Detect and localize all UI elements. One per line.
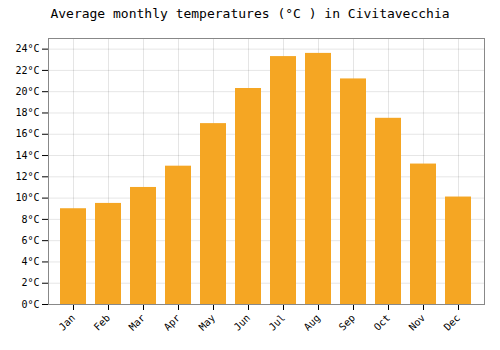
svg-text:18°C: 18°C [15,107,39,118]
svg-text:24°C: 24°C [15,43,39,54]
svg-text:8°C: 8°C [21,214,39,225]
svg-text:Mar: Mar [127,312,148,333]
svg-text:0°C: 0°C [21,299,39,310]
svg-text:20°C: 20°C [15,86,39,97]
svg-text:4°C: 4°C [21,256,39,267]
svg-text:Oct: Oct [372,312,393,333]
svg-text:Nov: Nov [407,312,428,333]
svg-text:Dec: Dec [442,312,463,333]
svg-text:Jan: Jan [57,312,78,333]
svg-text:12°C: 12°C [15,171,39,182]
svg-text:6°C: 6°C [21,235,39,246]
svg-text:Jul: Jul [267,312,288,333]
svg-text:Apr: Apr [162,312,183,333]
svg-text:14°C: 14°C [15,150,39,161]
html-text:Average monthly temperatures (: Average monthly temperatures (°C ) in Ci… [50,6,450,21]
svg-text:Feb: Feb [92,312,113,333]
svg-text:Sep: Sep [337,312,358,333]
svg-text:22°C: 22°C [15,65,39,76]
svg-text:2°C: 2°C [21,277,39,288]
svg-text:May: May [197,312,218,333]
svg-text:Aug: Aug [302,312,323,333]
svg-text:Jun: Jun [232,312,253,333]
svg-text:10°C: 10°C [15,192,39,203]
svg-text:16°C: 16°C [15,128,39,139]
